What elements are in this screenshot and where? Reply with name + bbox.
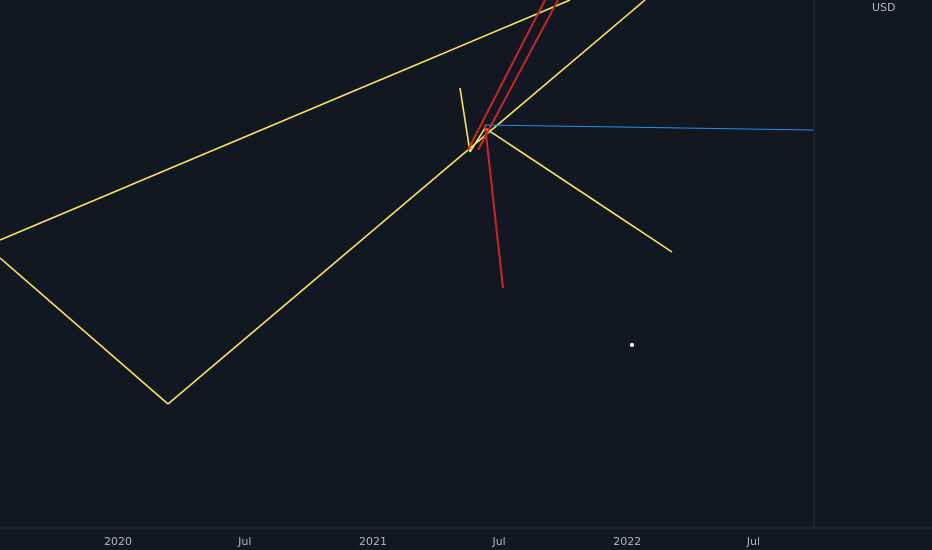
red-projection-line[interactable] — [484, 124, 504, 289]
yellow-trendline[interactable] — [0, 257, 169, 405]
currency-label: USD — [872, 1, 896, 14]
price-axis-panel[interactable] — [814, 0, 932, 528]
cursor-dot — [630, 343, 634, 347]
yellow-trendline[interactable] — [0, 0, 571, 241]
last-price-line — [484, 124, 814, 131]
yellow-trendline[interactable] — [167, 0, 646, 405]
x-tick-label: 2022 — [613, 535, 641, 548]
x-tick-label: 2020 — [104, 535, 132, 548]
yellow-trendline[interactable] — [484, 127, 673, 253]
yellow-trendline[interactable] — [469, 127, 486, 153]
yellow-trendline[interactable] — [459, 87, 471, 153]
time-axis-panel[interactable] — [0, 528, 932, 550]
time-axis: 2020 Jul 2021 Jul 2022 Jul — [104, 535, 760, 548]
x-tick-label: 2021 — [359, 535, 387, 548]
x-tick-label: Jul — [746, 535, 760, 548]
trendline-drawings — [0, 0, 814, 405]
x-tick-label: Jul — [237, 535, 251, 548]
x-tick-label: Jul — [491, 535, 505, 548]
red-projection-line[interactable] — [467, 0, 546, 151]
